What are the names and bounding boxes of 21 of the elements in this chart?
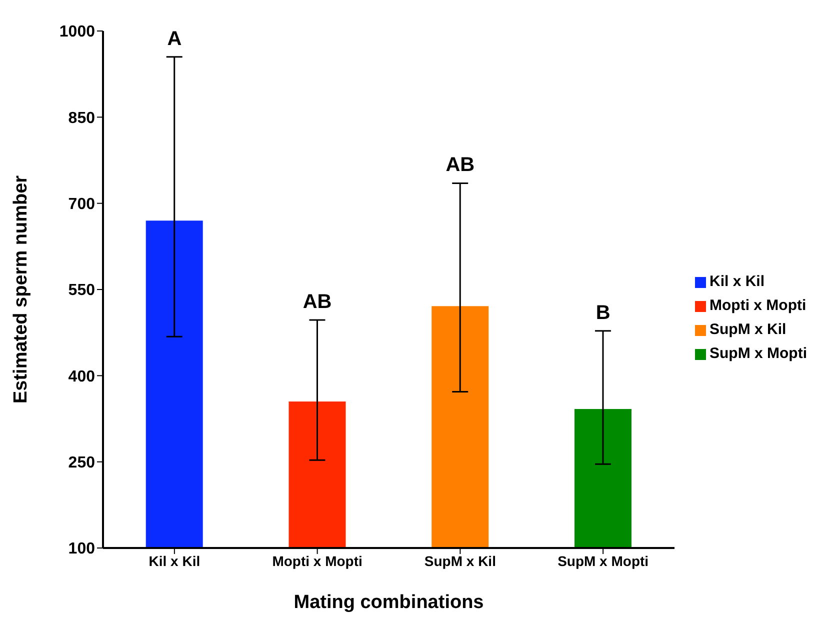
annotation: A [167, 28, 182, 50]
y-tick-label: 250 [68, 454, 96, 472]
annotation: B [596, 302, 610, 324]
legend-label: Kil x Kil [710, 273, 765, 290]
y-tick-label: 850 [68, 110, 96, 127]
y-tick-label: 100 [68, 540, 96, 558]
x-tick-label: Mopti x Mopti [272, 552, 362, 569]
y-tick-label: 550 [68, 282, 96, 300]
legend-label: Mopti x Mopti [710, 297, 806, 314]
y-tick-label: 1000 [59, 24, 96, 41]
y-tick-label: 400 [68, 368, 96, 386]
annotation: AB [302, 290, 332, 313]
x-tick-label: Kil x Kil [148, 552, 200, 569]
x-axis-title: Mating combinations [294, 592, 484, 613]
x-tick-label: SupM x Kil [424, 552, 496, 569]
y-axis-title: Estimated sperm number [10, 174, 32, 404]
x-tick-label: SupM x Mopti [558, 552, 649, 569]
y-tick-label: 700 [68, 196, 96, 214]
annotation: AB [446, 154, 475, 176]
legend-label: SupM x Kil [710, 321, 786, 338]
legend-label: SupM x Mopti [710, 345, 807, 362]
